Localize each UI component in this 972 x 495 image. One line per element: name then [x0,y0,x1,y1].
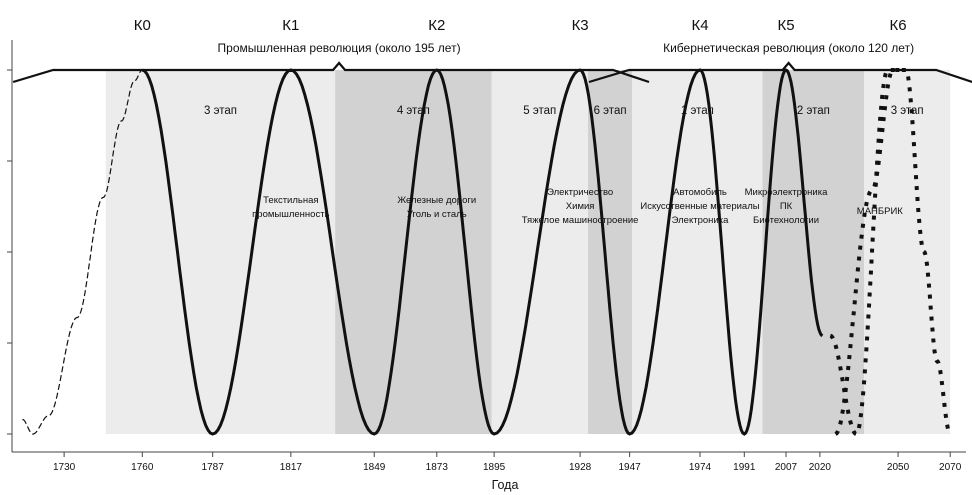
wave-label: К4 [691,17,708,34]
x-axis-title: Года [492,478,519,492]
revolution-bracket [12,61,650,84]
stage-band [864,70,951,434]
industry-label: Электроника [672,215,729,226]
industry-label: Железные дороги [397,195,476,206]
wave-line-dotted [829,68,952,437]
x-tick-label: 1817 [280,462,303,473]
revolution-bracket [588,61,972,84]
industry-label: Тяжелое машиностроение [522,215,639,226]
revolution-label: Промышленная революция (около 195 лет) [218,41,461,55]
stage-label: 4 этап [397,105,430,117]
industry-label: Химия [566,201,595,212]
revolution-label: Кибернетическая революция (около 120 лет… [663,41,914,55]
stage-label: 3 этап [891,105,924,117]
industry-label: Электричество [547,187,613,198]
x-tick-label: 1928 [569,462,592,473]
x-tick-label: 1873 [426,462,449,473]
wave-label: К2 [428,17,445,34]
x-tick-label: 1991 [733,462,756,473]
industry-label: Биотехнологии [753,215,819,226]
industry-label: МАНБРИК [857,206,904,217]
revolution-brackets [12,61,972,84]
stage-label: 3 этап [204,105,237,117]
industry-label: Микроэлектроника [745,187,829,198]
wave-line-dashed [22,69,143,435]
x-tick-label: 1974 [689,462,712,473]
stage-band [105,70,336,434]
wave-label: К3 [572,17,589,34]
wave-label: К1 [282,17,299,34]
industry-label: Уголь и сталь [407,209,467,220]
x-tick-label: 2070 [939,462,962,473]
wave-label: К0 [134,17,151,34]
x-tick-label: 1849 [363,462,386,473]
industry-label: Искусственные материалы [640,201,759,212]
stage-band [335,70,492,434]
x-tick-label: 1895 [483,462,506,473]
x-tick-label: 1947 [619,462,642,473]
stage-band [762,70,865,434]
stage-label: 5 этап [523,105,556,117]
x-tick-label: 1760 [131,462,154,473]
industry-label: промышленность [252,209,329,220]
chart-labels: 3 этап 4 этап 5 этап 6 этап 1 этап 2 этап 3 эт… [134,17,924,226]
industry-label: ПК [780,201,793,212]
x-tick-label: 1730 [53,462,76,473]
wave-line-solid [141,68,824,436]
x-tick-label: 2050 [887,462,910,473]
x-tick-label: 2007 [775,462,798,473]
stage-band [632,70,763,434]
stage-label: 6 этап [594,105,627,117]
stage-label: 1 этап [681,105,714,117]
stage-label: 2 этап [797,105,830,117]
industry-label: Текстильная [263,195,318,206]
x-tick-label: 1787 [202,462,225,473]
industry-label: Автомобиль [673,187,727,198]
stage-band [587,70,633,434]
stage-band [491,70,588,434]
wave-label: К6 [890,17,907,34]
axes: 1730 1760 1787 1817 1849 1873 1895 1928 1947 1974… [7,40,966,473]
wave-label: К5 [777,17,794,34]
x-tick-label: 2020 [809,462,832,473]
